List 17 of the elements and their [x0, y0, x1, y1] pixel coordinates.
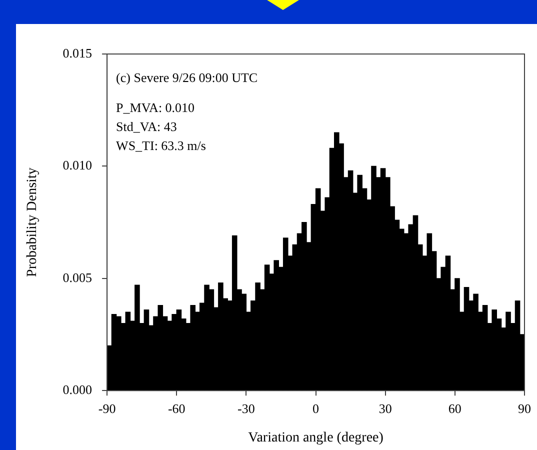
y-tick-label: 0.000 — [62, 382, 92, 398]
x-tick-label: 90 — [518, 400, 531, 416]
y-axis-title: Probability Density — [25, 168, 40, 277]
annotation: (c) Severe 9/26 09:00 UTC — [116, 70, 258, 85]
x-tick-label: -90 — [98, 400, 116, 416]
annotation: WS_TI: 63.3 m/s — [116, 138, 206, 153]
x-tick-label: -30 — [238, 400, 255, 416]
x-tick-label: 30 — [378, 400, 392, 416]
annotation: Std_VA: 43 — [116, 118, 177, 134]
y-tick-label: 0.015 — [62, 45, 92, 60]
annotation: P_MVA: 0.010 — [116, 100, 195, 115]
x-axis-title: Variation angle (degree) — [248, 430, 384, 446]
x-tick-label: 0 — [312, 400, 320, 416]
y-tick-label: 0.005 — [62, 270, 92, 285]
x-tick-label: -60 — [168, 400, 186, 416]
y-tick-label: 0.010 — [62, 158, 92, 173]
x-tick-label: 60 — [448, 400, 462, 416]
